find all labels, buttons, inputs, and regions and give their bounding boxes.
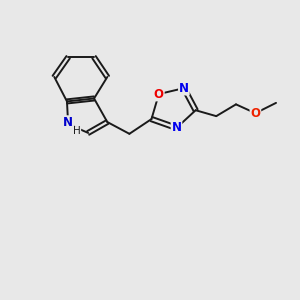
Text: N: N	[179, 82, 189, 95]
Text: H: H	[73, 126, 81, 136]
Text: O: O	[154, 88, 164, 100]
Text: O: O	[250, 107, 260, 120]
Text: N: N	[172, 122, 182, 134]
Text: N: N	[63, 116, 73, 129]
